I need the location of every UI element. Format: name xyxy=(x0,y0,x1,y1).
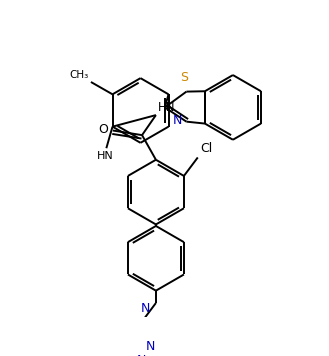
Text: S: S xyxy=(180,71,188,84)
Text: CH₃: CH₃ xyxy=(69,70,89,80)
Text: HN: HN xyxy=(96,151,113,161)
Text: N: N xyxy=(140,302,150,315)
Text: N: N xyxy=(172,114,182,127)
Text: Cl: Cl xyxy=(200,142,212,155)
Text: N: N xyxy=(137,354,146,356)
Text: O: O xyxy=(98,123,108,136)
Text: N: N xyxy=(145,340,155,353)
Text: HN: HN xyxy=(158,100,175,114)
